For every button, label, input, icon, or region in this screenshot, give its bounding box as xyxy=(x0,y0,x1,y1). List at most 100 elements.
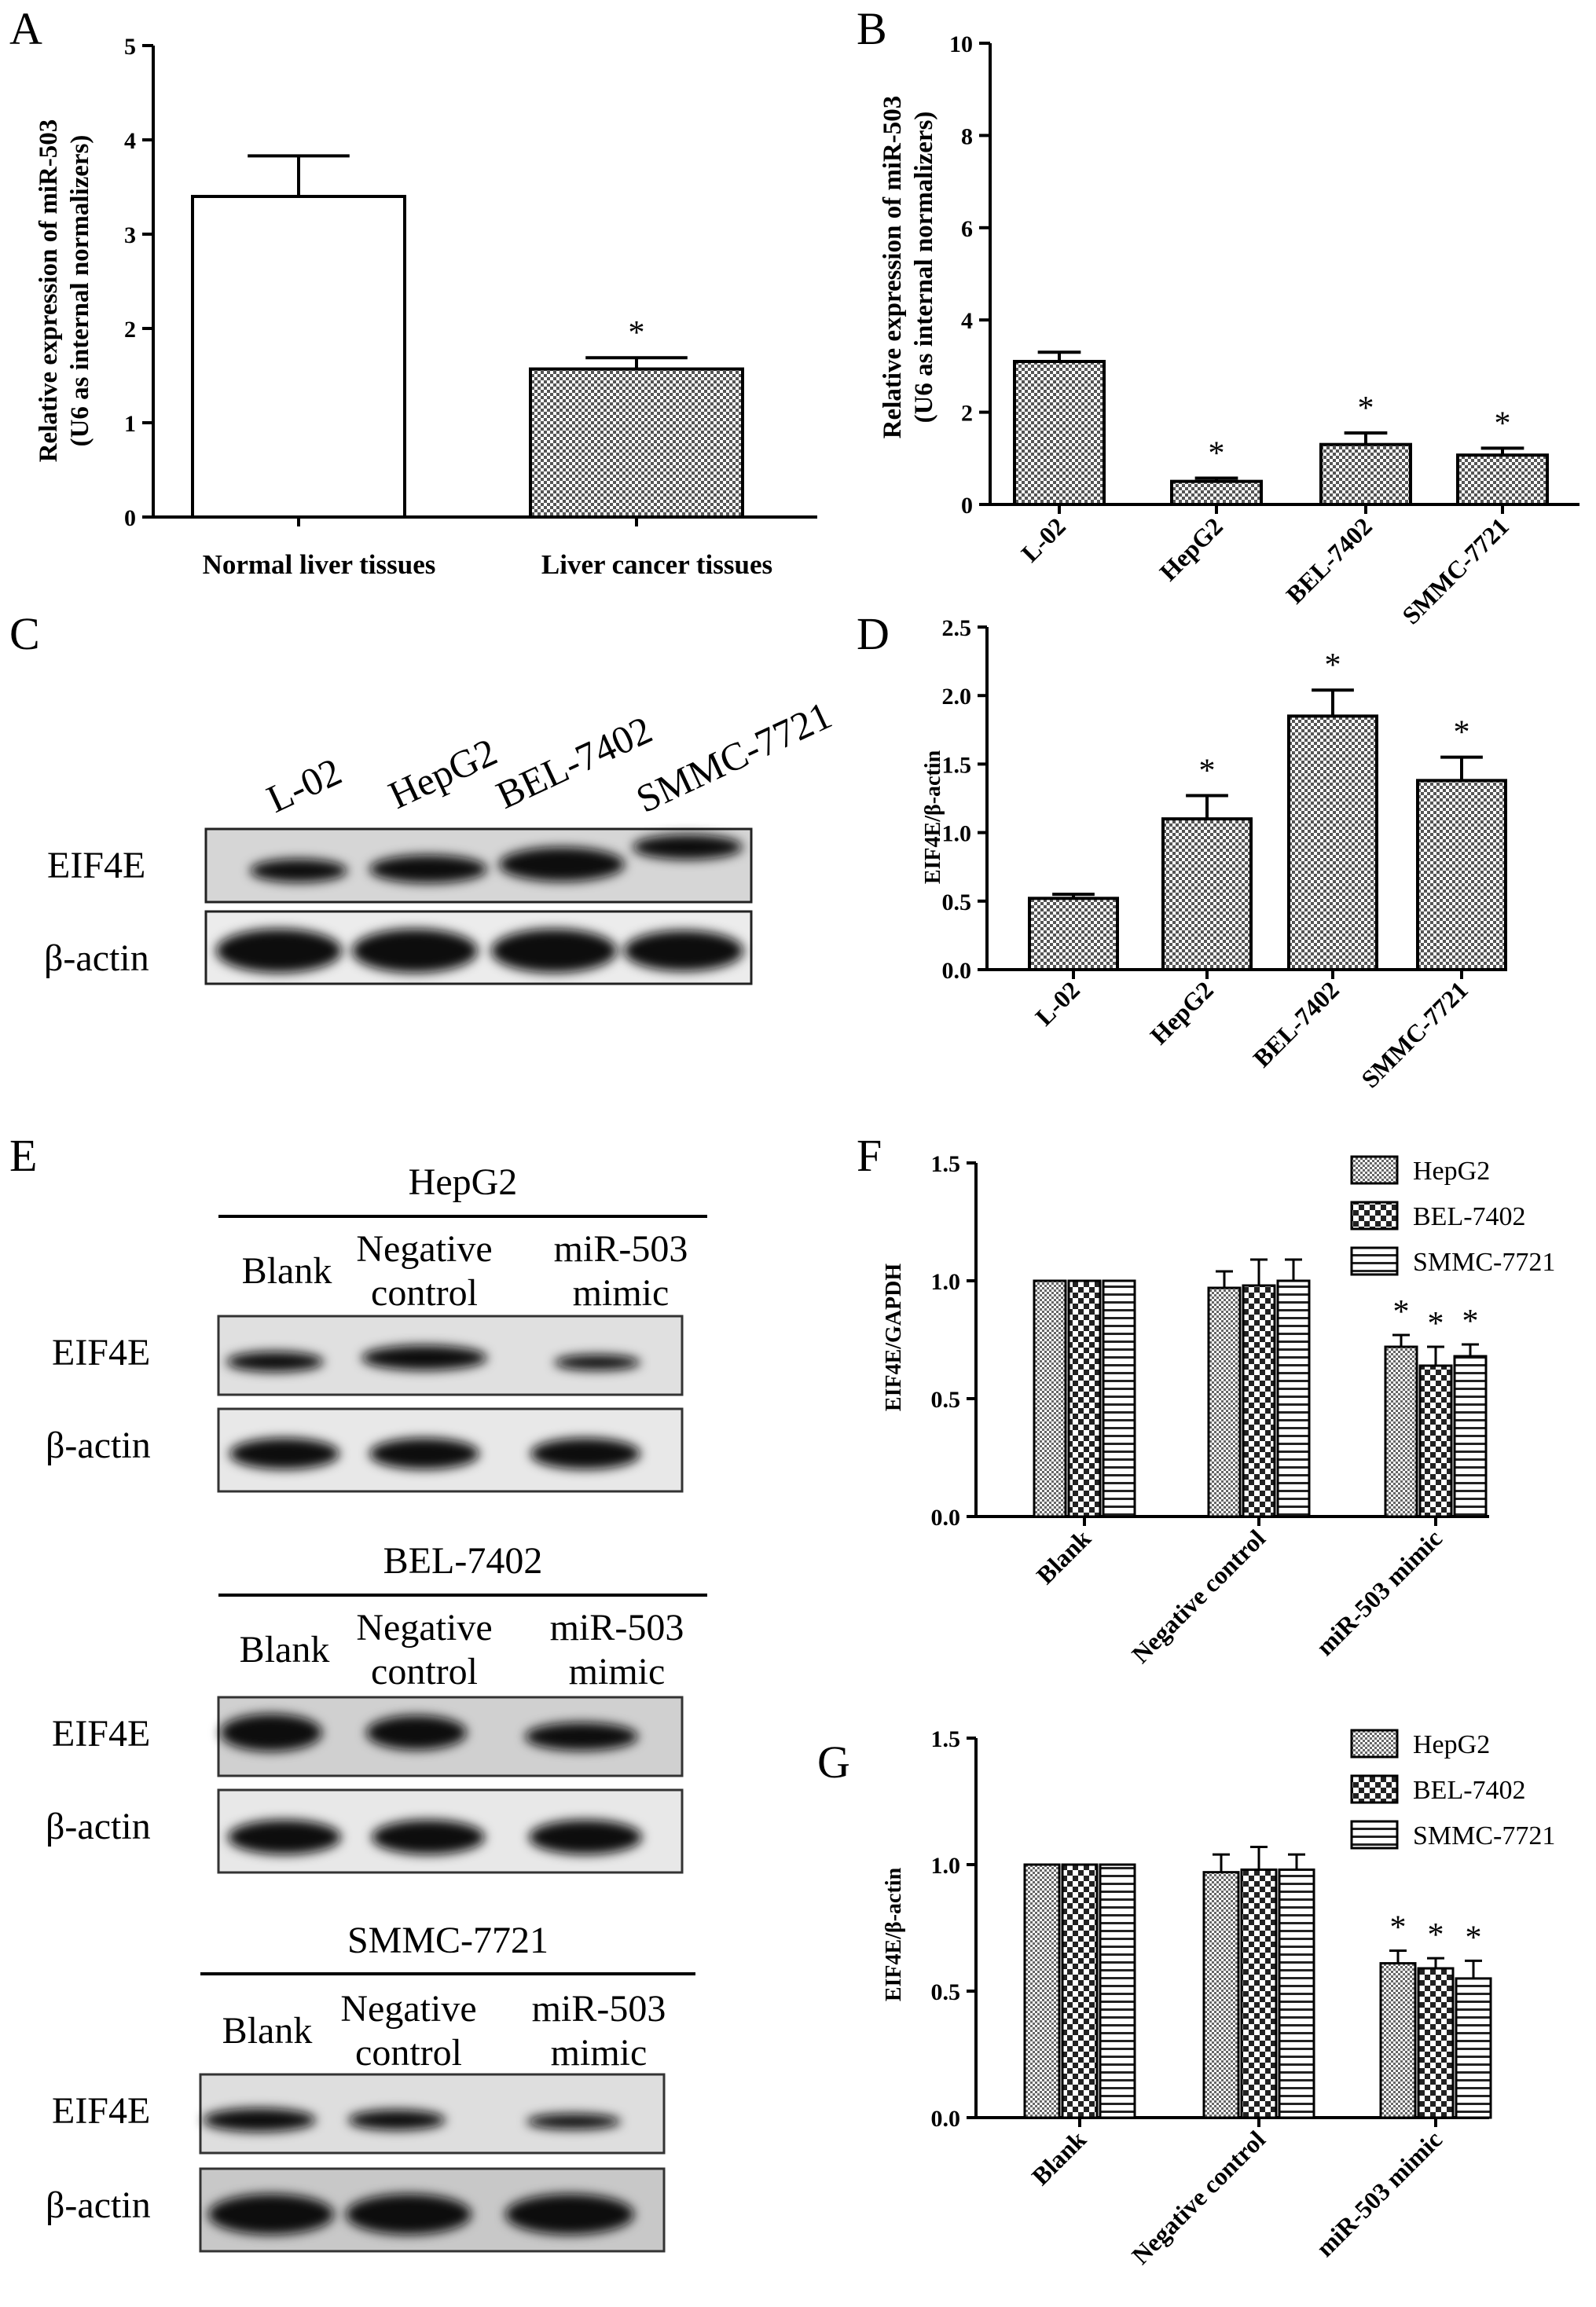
panel-label-a: A xyxy=(9,3,42,54)
panel-label-b: B xyxy=(857,3,887,54)
chart-g-bar xyxy=(1202,1871,1240,2119)
chart-d-bar xyxy=(1161,817,1253,972)
chart-d-significance-star: * xyxy=(1454,715,1470,751)
chart-b-ytick-label: 4 xyxy=(961,308,973,334)
chart-b-bar xyxy=(1456,453,1549,506)
panel-label-d: D xyxy=(857,608,890,659)
blot-c-band-actin-1 xyxy=(216,929,342,973)
chart-b-ylabel-line1: Relative expression of miR-503 xyxy=(879,96,907,439)
chart-b-significance-star: * xyxy=(1495,405,1511,442)
blot-c-lane-3: BEL-7402 xyxy=(490,707,659,817)
blot-e-band-actin xyxy=(228,1820,341,1854)
blot-e-band-eif4e xyxy=(226,1352,324,1372)
chart-d-category-label: BEL-7402 xyxy=(1247,975,1345,1073)
blot-e-title: BEL-7402 xyxy=(383,1540,543,1582)
chart-a-ylabel-line1: Relative expression of miR-503 xyxy=(35,119,63,463)
chart-g-ytick-label: 1.5 xyxy=(931,1726,961,1752)
chart-d-bar xyxy=(1416,779,1507,971)
blot-e-row-eif4e: EIF4E xyxy=(52,1713,150,1755)
blot-e-lane-label: Blank xyxy=(240,1629,330,1671)
blot-e-band-eif4e xyxy=(203,2108,316,2132)
chart-a-ytick-label: 5 xyxy=(124,34,136,60)
blot-e-band-actin xyxy=(529,1820,642,1854)
blot-e-lane-label: control xyxy=(355,2032,462,2074)
blot-c-band-actin-3 xyxy=(491,929,617,973)
blot-e-band-actin xyxy=(369,1438,479,1469)
chart-g-category-label: Negative control xyxy=(1126,2125,1271,2269)
blot-c-row-eif4e: EIF4E xyxy=(47,845,145,886)
chart-d-category-label: L-02 xyxy=(1029,975,1085,1031)
chart-f-significance-star: * xyxy=(1462,1304,1479,1340)
blot-e-title: HepG2 xyxy=(409,1161,518,1203)
chart-g-legend-label: BEL-7402 xyxy=(1413,1776,1526,1805)
chart-g-legend-label: SMMC-7721 xyxy=(1413,1821,1555,1850)
chart-d-ytick-label: 1.5 xyxy=(942,752,972,778)
panel-label-c: C xyxy=(9,608,40,659)
chart-d-ytick-label: 1.0 xyxy=(942,821,972,847)
blot-e-lane-label: Negative xyxy=(356,1228,492,1270)
panel-label-e: E xyxy=(9,1130,37,1181)
chart-g-legend-label: HepG2 xyxy=(1413,1730,1490,1759)
blot-e-lane-label: miR-503 xyxy=(550,1607,684,1649)
chart-g-bar xyxy=(1061,1863,1099,2119)
blot-e-lane-label: miR-503 xyxy=(554,1228,688,1270)
blot-e-lane-label: Blank xyxy=(242,1250,332,1292)
blot-c-band-actin-4 xyxy=(624,930,743,971)
blot-e-row-actin: β-actin xyxy=(46,1806,151,1847)
chart-a-bar xyxy=(191,195,406,519)
blot-e-band-actin xyxy=(346,2194,471,2235)
chart-g-ytick-label: 0.0 xyxy=(931,2106,961,2132)
chart-f-legend-label: SMMC-7721 xyxy=(1413,1248,1555,1277)
chart-a-ytick-label: 3 xyxy=(124,222,136,248)
chart-a-ylabel-line2: (U6 as internal normalizers) xyxy=(66,135,94,447)
blot-e-lane-label: mimic xyxy=(569,1651,666,1693)
chart-b-category-label: L-02 xyxy=(1015,512,1071,567)
chart-f-bar xyxy=(1384,1345,1418,1518)
chart-f-significance-star: * xyxy=(1428,1306,1444,1342)
blot-e-band-actin xyxy=(530,1438,640,1469)
chart-f-ylabel: EIF4E/GAPDH xyxy=(882,1264,906,1411)
chart-f-bar xyxy=(1276,1279,1311,1518)
chart-b-bar xyxy=(1170,479,1263,507)
blot-e-lane-label: Negative xyxy=(340,1988,476,2030)
chart-d-ytick-label: 2.5 xyxy=(942,615,972,641)
chart-b-bar xyxy=(1013,360,1106,506)
chart-d-bar xyxy=(1028,897,1119,972)
chart-f-ytick-label: 1.0 xyxy=(931,1269,961,1295)
chart-f-bar xyxy=(1453,1355,1488,1518)
chart-g-legend-swatch xyxy=(1350,1729,1399,1759)
chart-b-bar xyxy=(1319,442,1412,506)
blot-e-row-actin: β-actin xyxy=(46,1425,151,1466)
chart-a-ytick-label: 2 xyxy=(124,317,136,343)
chart-b-significance-star: * xyxy=(1209,436,1225,472)
chart-f-bar xyxy=(1033,1279,1067,1518)
chart-d-ytick-label: 0.0 xyxy=(942,958,972,984)
chart-f-ytick-label: 0.5 xyxy=(931,1387,961,1413)
chart-g-ylabel: EIF4E/β-actin xyxy=(882,1867,906,2001)
chart-g-bar xyxy=(1417,1967,1455,2119)
chart-b-ytick-label: 10 xyxy=(949,31,973,57)
chart-g-category-label: miR-503 mimic xyxy=(1311,2125,1447,2261)
western-blot-c: L-02 HepG2 BEL-7402 SMMC-7721 EIF4E β-ac… xyxy=(44,692,838,985)
chart-g-bar xyxy=(1278,1868,1315,2119)
chart-g-bar xyxy=(1023,1863,1061,2119)
western-blots-e: HepG2BlankNegativecontrolmiR-503mimicEIF… xyxy=(46,1161,707,2253)
chart-a-category-label: Liver cancer tissues xyxy=(541,549,772,580)
chart-g-category-label: Blank xyxy=(1026,2125,1092,2190)
blot-e-lane-label: Blank xyxy=(222,2010,313,2052)
blot-e-band-actin xyxy=(372,1820,485,1854)
chart-f-ytick-label: 1.5 xyxy=(931,1151,961,1177)
blot-e-band-eif4e xyxy=(525,1722,638,1751)
chart-f-legend-label: BEL-7402 xyxy=(1413,1202,1526,1231)
chart-f-bar xyxy=(1242,1284,1276,1518)
blot-e-title: SMMC-7721 xyxy=(347,1920,549,1961)
blot-e-lane-label: miR-503 xyxy=(532,1988,666,2030)
blot-e-band-actin xyxy=(208,2194,334,2235)
chart-a-category-label: Normal liver tissues xyxy=(203,549,436,580)
blot-e-row-actin: β-actin xyxy=(46,2184,151,2226)
chart-g-legend-swatch xyxy=(1350,1820,1399,1850)
chart-f-significance-star: * xyxy=(1393,1294,1410,1330)
